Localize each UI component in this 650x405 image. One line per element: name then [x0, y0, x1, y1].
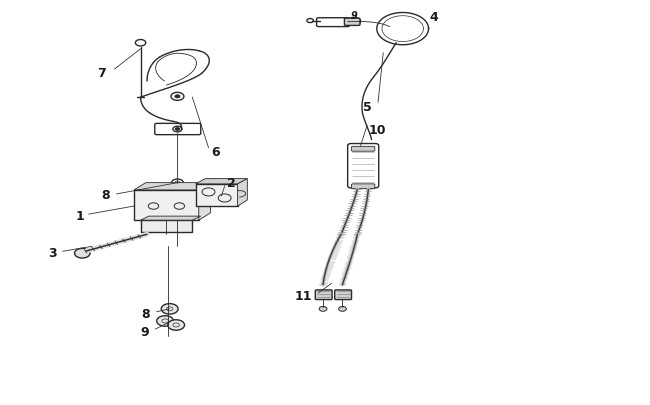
Polygon shape	[140, 217, 201, 221]
Circle shape	[176, 128, 179, 131]
Polygon shape	[134, 183, 211, 190]
Text: 4: 4	[430, 11, 439, 24]
FancyBboxPatch shape	[348, 144, 379, 188]
Text: 2: 2	[227, 177, 235, 190]
Text: 1: 1	[75, 209, 84, 222]
Text: 7: 7	[98, 67, 106, 80]
FancyBboxPatch shape	[352, 184, 375, 189]
FancyBboxPatch shape	[335, 290, 352, 300]
FancyBboxPatch shape	[140, 221, 192, 232]
FancyBboxPatch shape	[196, 184, 238, 207]
Circle shape	[175, 96, 180, 99]
Circle shape	[319, 307, 327, 311]
FancyBboxPatch shape	[147, 217, 186, 222]
FancyBboxPatch shape	[317, 19, 350, 28]
Circle shape	[75, 249, 90, 258]
Circle shape	[161, 304, 178, 314]
Text: 9: 9	[351, 11, 358, 20]
Circle shape	[168, 320, 185, 330]
Text: 3: 3	[48, 246, 57, 259]
Text: 11: 11	[294, 289, 312, 302]
Polygon shape	[199, 183, 211, 221]
Polygon shape	[238, 179, 248, 207]
Text: 8: 8	[101, 189, 110, 202]
Circle shape	[157, 316, 174, 326]
FancyBboxPatch shape	[352, 147, 375, 152]
Circle shape	[339, 307, 346, 311]
FancyBboxPatch shape	[315, 290, 332, 300]
FancyBboxPatch shape	[155, 124, 201, 135]
FancyBboxPatch shape	[344, 19, 360, 26]
Polygon shape	[196, 179, 248, 184]
Text: 10: 10	[369, 124, 387, 136]
FancyBboxPatch shape	[134, 190, 199, 221]
Text: 5: 5	[363, 100, 372, 113]
Text: 6: 6	[212, 146, 220, 159]
Text: 9: 9	[140, 325, 149, 338]
Text: 8: 8	[142, 307, 150, 320]
